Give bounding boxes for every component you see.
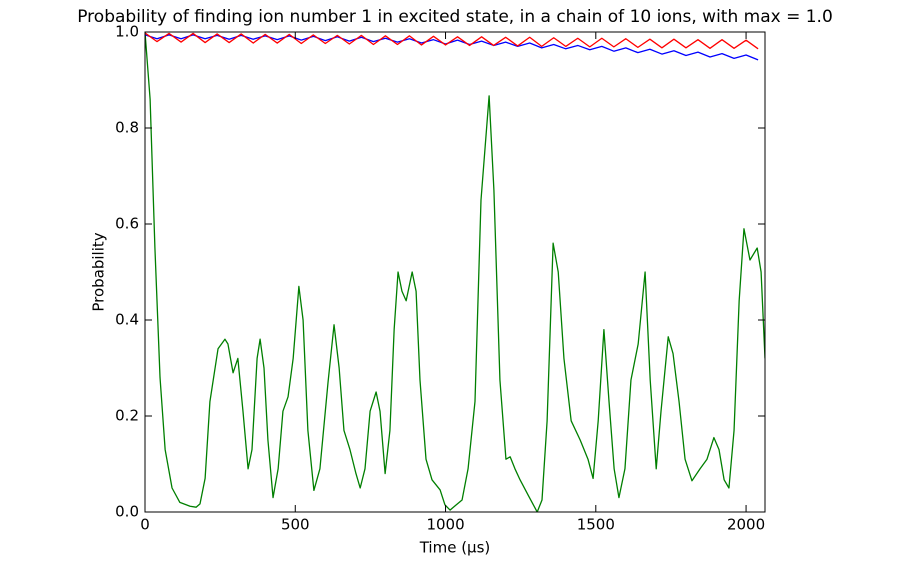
y-tick-label: 0.8 [115,119,139,137]
x-tick-label: 1500 [577,516,615,534]
data-line [145,34,759,61]
y-tick-label: 0.0 [115,503,139,521]
data-line [145,32,759,50]
chart-title: Probability of finding ion number 1 in e… [77,7,833,27]
y-tick-label: 0.4 [115,311,139,329]
x-tick-label: 1000 [426,516,464,534]
x-tick-label: 500 [281,516,310,534]
x-tick-label: 0 [140,516,150,534]
axes-frame [144,31,766,513]
data-line [145,32,765,512]
y-tick-label: 1.0 [115,23,139,41]
y-tick-label: 0.2 [115,407,139,425]
y-axis-label: Probability [90,232,108,311]
x-tick-label: 2000 [727,516,765,534]
plot-area [145,32,765,512]
y-tick-label: 0.6 [115,215,139,233]
x-axis-label: Time (μs) [419,539,491,557]
